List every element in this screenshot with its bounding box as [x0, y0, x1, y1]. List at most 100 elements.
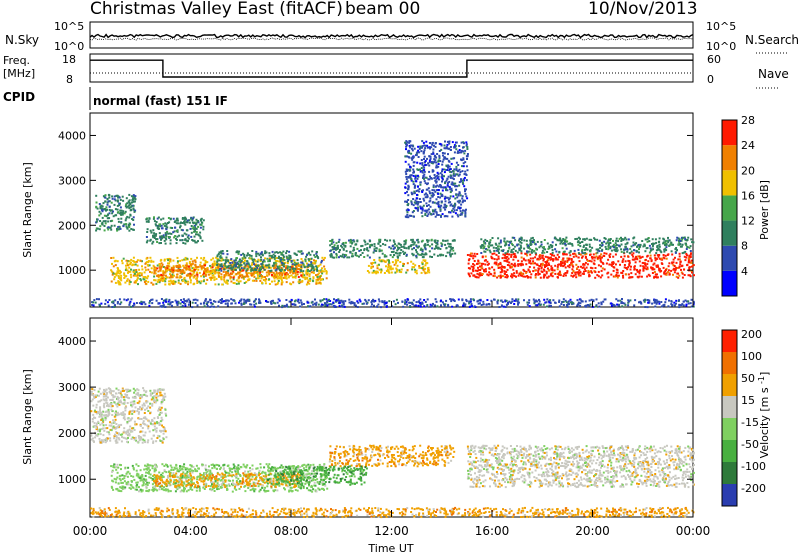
data-pixel	[297, 273, 299, 275]
data-pixel	[626, 251, 628, 253]
data-pixel	[457, 164, 459, 166]
data-pixel	[622, 277, 624, 279]
data-pixel	[452, 240, 454, 242]
data-pixel	[600, 258, 602, 260]
data-pixel	[393, 254, 395, 256]
data-pixel	[418, 151, 420, 153]
data-pixel	[194, 275, 196, 277]
data-pixel	[667, 237, 669, 239]
data-pixel	[116, 195, 118, 197]
data-pixel	[484, 239, 486, 241]
noise-right-tick-top: 10^5	[706, 20, 736, 33]
data-pixel	[226, 250, 228, 252]
data-pixel	[429, 197, 431, 199]
cpid-label: CPID	[3, 90, 35, 104]
data-pixel	[299, 306, 301, 308]
data-pixel	[276, 272, 278, 274]
data-pixel	[518, 263, 520, 265]
data-pixel	[683, 269, 685, 271]
data-pixel	[410, 261, 412, 263]
data-pixel	[157, 281, 159, 283]
data-pixel	[278, 298, 280, 300]
data-pixel	[146, 231, 148, 233]
data-pixel	[274, 255, 276, 257]
data-pixel	[415, 255, 417, 257]
data-pixel	[107, 301, 109, 303]
data-pixel	[684, 251, 686, 253]
data-pixel	[149, 257, 151, 259]
data-pixel	[464, 190, 466, 192]
data-pixel	[227, 266, 229, 268]
data-pixel	[550, 265, 552, 267]
data-pixel	[189, 222, 191, 224]
data-pixel	[551, 269, 553, 271]
data-pixel	[417, 175, 419, 177]
data-pixel	[520, 245, 522, 247]
data-pixel	[117, 302, 119, 304]
data-pixel	[434, 159, 436, 161]
data-pixel	[460, 178, 462, 180]
data-pixel	[241, 267, 243, 269]
data-pixel	[627, 266, 629, 268]
data-pixel	[320, 279, 322, 281]
data-pixel	[95, 302, 97, 304]
data-pixel	[161, 298, 163, 300]
noise-right-label: N.Search	[745, 33, 799, 47]
data-pixel	[464, 173, 466, 175]
data-pixel	[600, 253, 602, 255]
data-pixel	[115, 273, 117, 275]
data-pixel	[373, 259, 375, 261]
data-pixel	[238, 281, 240, 283]
data-pixel	[348, 299, 350, 301]
data-pixel	[494, 273, 496, 275]
data-pixel	[410, 245, 412, 247]
data-pixel	[407, 204, 409, 206]
data-pixel	[408, 187, 410, 189]
data-pixel	[111, 209, 113, 211]
data-pixel	[144, 271, 146, 273]
data-pixel	[656, 303, 658, 305]
data-pixel	[199, 224, 201, 226]
data-pixel	[658, 244, 660, 246]
data-pixel	[326, 277, 328, 279]
data-pixel	[281, 283, 283, 285]
data-pixel	[580, 299, 582, 301]
data-pixel	[460, 180, 462, 182]
data-pixel	[552, 249, 554, 251]
data-pixel	[517, 302, 519, 304]
data-pixel	[550, 245, 552, 247]
data-pixel	[167, 277, 169, 279]
data-pixel	[539, 265, 541, 267]
data-pixel	[109, 206, 111, 208]
data-pixel	[690, 250, 692, 252]
data-pixel	[675, 252, 677, 254]
data-pixel	[206, 261, 208, 263]
data-pixel	[315, 274, 317, 276]
data-pixel	[544, 239, 546, 241]
data-pixel	[160, 239, 162, 241]
data-pixel	[425, 145, 427, 147]
data-pixel	[151, 302, 153, 304]
data-pixel	[507, 303, 509, 305]
data-pixel	[595, 267, 597, 269]
data-pixel	[419, 184, 421, 186]
data-pixel	[376, 265, 378, 267]
data-pixel	[519, 273, 521, 275]
data-pixel	[102, 224, 104, 226]
data-pixel	[345, 254, 347, 256]
data-pixel	[149, 300, 151, 302]
data-pixel	[159, 269, 161, 271]
data-pixel	[655, 252, 657, 254]
data-pixel	[390, 265, 392, 267]
data-pixel	[404, 142, 406, 144]
data-pixel	[453, 183, 455, 185]
data-pixel	[433, 186, 435, 188]
data-pixel	[95, 206, 97, 208]
data-pixel	[217, 259, 219, 261]
data-pixel	[557, 266, 559, 268]
data-pixel	[220, 260, 222, 262]
data-pixel	[171, 227, 173, 229]
data-pixel	[99, 220, 101, 222]
data-pixel	[255, 298, 257, 300]
data-pixel	[530, 277, 532, 279]
